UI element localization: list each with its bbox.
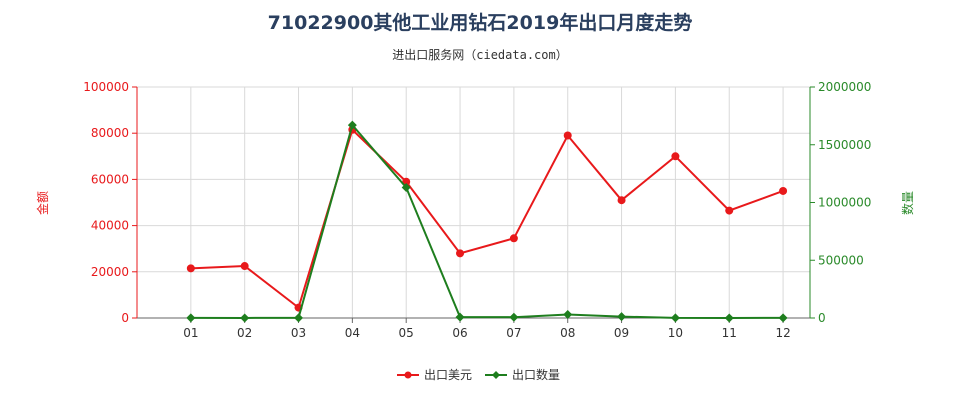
left-tick-label-3: 60000 [91, 172, 129, 186]
x-tick-label-2: 03 [291, 326, 306, 340]
series-1-point-3 [347, 120, 357, 130]
legend-label-1: 出口数量 [512, 367, 560, 382]
series-0-point-6 [509, 234, 518, 243]
grid-lines [137, 86, 810, 319]
x-tick-label-3: 04 [345, 326, 360, 340]
right-tick-label-2: 1000000 [818, 196, 871, 210]
chart-title: 71022900其他工业用钻石2019年出口月度走势 [267, 12, 693, 34]
right-tick-label-1: 500000 [818, 253, 864, 267]
right-tick-label-0: 0 [818, 311, 826, 325]
series-1-point-9 [670, 313, 680, 323]
y-axis-right-label: 数量 [900, 191, 915, 215]
legend-swatch-marker-1 [492, 371, 500, 379]
left-tick-label-2: 40000 [91, 219, 129, 233]
left-tick-label-1: 20000 [91, 265, 129, 279]
left-tick-label-5: 100000 [83, 80, 129, 94]
series-0 [186, 125, 788, 312]
x-tick-label-10: 11 [722, 326, 737, 340]
series-0-point-1 [240, 262, 249, 271]
x-tick-label-6: 07 [506, 326, 521, 340]
series-0-point-0 [186, 264, 195, 273]
x-tick-label-8: 09 [614, 326, 629, 340]
chart-subtitle: 进出口服务网（ciedata.com） [392, 48, 568, 62]
series-1-point-10 [724, 313, 734, 323]
series-1-point-4 [401, 182, 411, 192]
series-1-point-11 [778, 313, 788, 323]
x-tick-label-4: 05 [399, 326, 414, 340]
series-0-point-11 [779, 186, 788, 195]
left-tick-label-0: 0 [121, 311, 129, 325]
series-1-point-6 [509, 312, 519, 322]
legend-label-0: 出口美元 [424, 368, 472, 382]
series-1-point-5 [455, 312, 465, 322]
series-1-point-0 [186, 313, 196, 323]
x-tick-label-7: 08 [560, 326, 575, 340]
x-tick-label-5: 06 [452, 326, 467, 340]
legend: 出口美元 出口数量 [397, 367, 560, 382]
right-tick-label-3: 1500000 [818, 138, 871, 152]
x-tick-label-1: 02 [237, 326, 252, 340]
series-0-point-8 [617, 196, 626, 205]
series-1-point-7 [563, 310, 573, 320]
legend-swatch-marker-0 [404, 371, 412, 379]
series-layer [186, 120, 788, 323]
x-tick-label-11: 12 [775, 326, 790, 340]
right-tick-label-4: 2000000 [818, 80, 871, 94]
right-axis-ticks: 0 500000 1000000 1500000 2000000 [810, 80, 871, 325]
series-1 [186, 120, 788, 323]
series-1-point-8 [617, 312, 627, 322]
x-tick-label-0: 01 [183, 326, 198, 340]
series-0-point-7 [563, 131, 572, 140]
series-1-point-1 [240, 313, 250, 323]
y-axis-left-label: 金额 [35, 191, 50, 215]
series-0-point-5 [456, 249, 465, 258]
x-axis-ticks: 01 02 03 04 05 06 07 08 09 10 11 12 [183, 318, 791, 340]
series-0-point-9 [671, 152, 680, 161]
series-line-1 [190, 123, 784, 319]
x-tick-label-9: 10 [668, 326, 683, 340]
left-tick-label-4: 80000 [91, 126, 129, 140]
series-line-0 [190, 127, 784, 310]
series-0-point-10 [725, 206, 734, 215]
left-axis-ticks: 0 20000 40000 60000 80000 100000 [83, 80, 137, 325]
series-1-point-2 [294, 313, 304, 323]
axes [136, 87, 811, 319]
